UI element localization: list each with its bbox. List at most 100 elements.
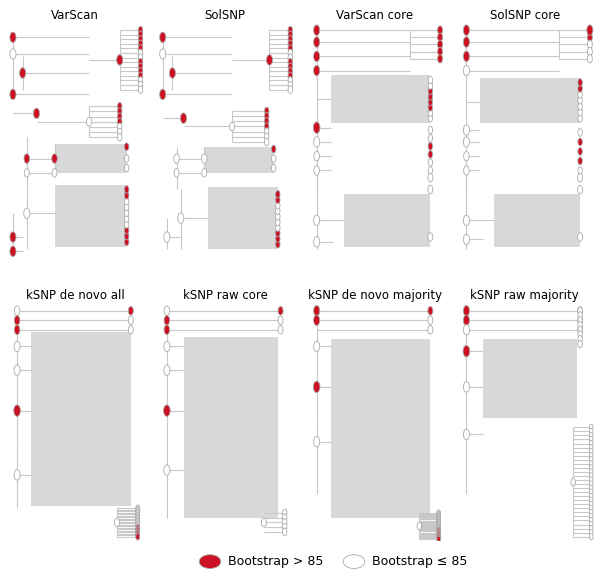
Circle shape: [463, 125, 469, 135]
Circle shape: [578, 340, 583, 348]
Circle shape: [288, 31, 293, 39]
Circle shape: [314, 315, 320, 325]
Title: VarScan: VarScan: [52, 9, 99, 22]
Circle shape: [437, 524, 440, 530]
Circle shape: [578, 157, 583, 165]
Circle shape: [437, 26, 443, 35]
Circle shape: [275, 202, 280, 209]
Circle shape: [589, 461, 593, 467]
Circle shape: [314, 37, 320, 47]
Circle shape: [275, 235, 280, 242]
Circle shape: [437, 510, 440, 516]
Circle shape: [24, 154, 29, 164]
Circle shape: [116, 55, 123, 65]
Circle shape: [314, 237, 320, 247]
Circle shape: [115, 518, 119, 526]
Circle shape: [589, 424, 593, 430]
Circle shape: [428, 93, 433, 100]
Circle shape: [314, 65, 320, 76]
Circle shape: [578, 316, 583, 324]
Circle shape: [437, 54, 443, 63]
Circle shape: [124, 155, 129, 162]
Circle shape: [314, 51, 320, 62]
Circle shape: [578, 325, 583, 334]
Circle shape: [463, 65, 469, 76]
Circle shape: [288, 63, 293, 71]
Circle shape: [164, 405, 170, 416]
Circle shape: [136, 512, 140, 519]
Circle shape: [278, 316, 283, 324]
Circle shape: [428, 98, 433, 105]
Circle shape: [314, 25, 320, 35]
Circle shape: [118, 134, 122, 141]
Circle shape: [128, 325, 133, 334]
Circle shape: [128, 316, 133, 324]
Circle shape: [118, 128, 122, 136]
Circle shape: [314, 166, 319, 175]
Circle shape: [578, 128, 583, 137]
Circle shape: [283, 514, 287, 521]
Circle shape: [139, 26, 143, 34]
Circle shape: [437, 534, 440, 540]
Circle shape: [437, 516, 440, 521]
Circle shape: [20, 68, 26, 78]
Circle shape: [589, 441, 593, 446]
Circle shape: [589, 529, 593, 536]
Circle shape: [136, 514, 140, 521]
Circle shape: [139, 36, 143, 43]
Circle shape: [437, 40, 443, 49]
Circle shape: [14, 469, 20, 480]
Circle shape: [589, 465, 593, 471]
Circle shape: [139, 77, 143, 84]
Circle shape: [136, 508, 140, 514]
Circle shape: [288, 49, 293, 57]
Circle shape: [314, 437, 320, 447]
Circle shape: [178, 213, 184, 223]
Circle shape: [139, 63, 143, 71]
Bar: [331, 339, 430, 518]
Circle shape: [124, 221, 129, 228]
Circle shape: [24, 208, 30, 218]
Title: SolSNP core: SolSNP core: [490, 9, 560, 22]
Bar: [480, 78, 580, 123]
Circle shape: [578, 331, 583, 338]
Circle shape: [271, 145, 276, 153]
Circle shape: [578, 115, 583, 122]
Text: Bootstrap > 85: Bootstrap > 85: [228, 555, 323, 568]
Circle shape: [288, 72, 293, 79]
Circle shape: [437, 511, 440, 517]
Circle shape: [174, 154, 179, 164]
Circle shape: [314, 151, 319, 161]
Circle shape: [437, 530, 440, 537]
Circle shape: [275, 196, 280, 203]
Circle shape: [139, 72, 143, 79]
Circle shape: [164, 341, 170, 352]
Bar: [55, 185, 127, 247]
Circle shape: [288, 26, 293, 34]
Bar: [31, 332, 131, 506]
Circle shape: [589, 505, 593, 511]
Circle shape: [136, 529, 140, 536]
Bar: [494, 194, 580, 247]
Circle shape: [278, 325, 283, 334]
Circle shape: [164, 365, 170, 376]
Circle shape: [428, 82, 433, 89]
Circle shape: [578, 90, 583, 98]
Text: Bootstrap ≤ 85: Bootstrap ≤ 85: [372, 555, 467, 568]
Circle shape: [428, 166, 433, 175]
Circle shape: [589, 445, 593, 450]
Circle shape: [139, 58, 143, 66]
Circle shape: [288, 86, 293, 93]
Circle shape: [124, 198, 129, 205]
Title: kSNP raw core: kSNP raw core: [182, 290, 268, 302]
Circle shape: [139, 45, 143, 52]
Circle shape: [118, 108, 122, 115]
Circle shape: [314, 137, 320, 147]
Circle shape: [10, 89, 16, 100]
Circle shape: [578, 97, 583, 104]
Circle shape: [174, 169, 179, 177]
Circle shape: [463, 315, 469, 325]
Circle shape: [199, 555, 221, 569]
Circle shape: [181, 113, 187, 123]
Circle shape: [136, 526, 140, 532]
